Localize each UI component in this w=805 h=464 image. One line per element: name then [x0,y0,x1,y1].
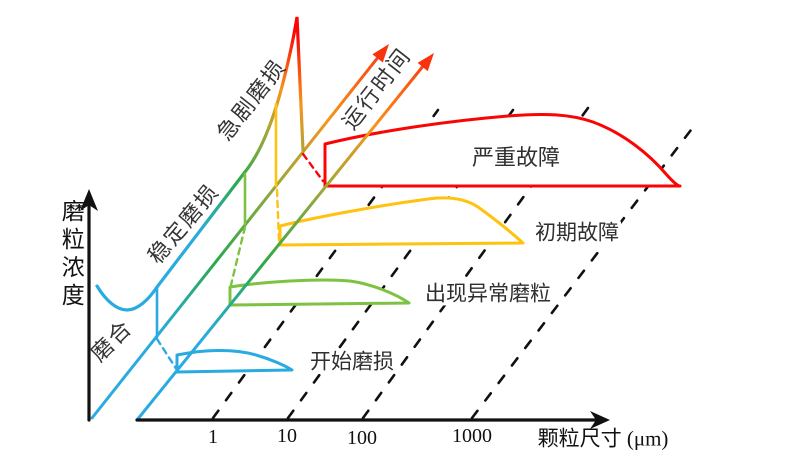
distribution-curves [175,112,682,374]
time-axis-inner-arrowhead [372,44,389,63]
curve-wear-begins [175,348,294,374]
trend-curve [95,16,305,312]
time-axis-outer-arrowhead [417,53,434,72]
stage-connectors [155,152,325,372]
curve-label-severe-failure: 严重故障 [469,144,563,171]
curve-abnormal-particles [228,278,411,307]
x-tick-10: 10 [277,425,297,447]
curve-label-initial-failure: 初期故障 [533,220,621,245]
x-tick-100: 100 [347,427,377,449]
x-axis-label: 颗粒尺寸 (μm) [537,426,669,451]
x-tick-1: 1 [208,426,218,448]
connector-yellow [275,188,281,243]
curve-initial-failure [278,196,525,247]
connector-blue [155,337,179,372]
x-tick-1000: 1000 [452,425,492,447]
y-axis-arrowhead [80,189,98,211]
connector-green [229,225,247,287]
time-axis-outer-line [135,58,430,422]
connector-red [301,152,325,183]
time-axis-inner-line [90,49,385,420]
curve-label-abnormal-particles: 出现异常磨粒 [423,281,553,306]
y-axis-label: 磨粒浓度 [58,199,84,311]
stage-drops [155,102,278,339]
x-axis-arrowhead [590,411,610,429]
curve-label-wear-begins: 开始磨损 [308,349,396,374]
